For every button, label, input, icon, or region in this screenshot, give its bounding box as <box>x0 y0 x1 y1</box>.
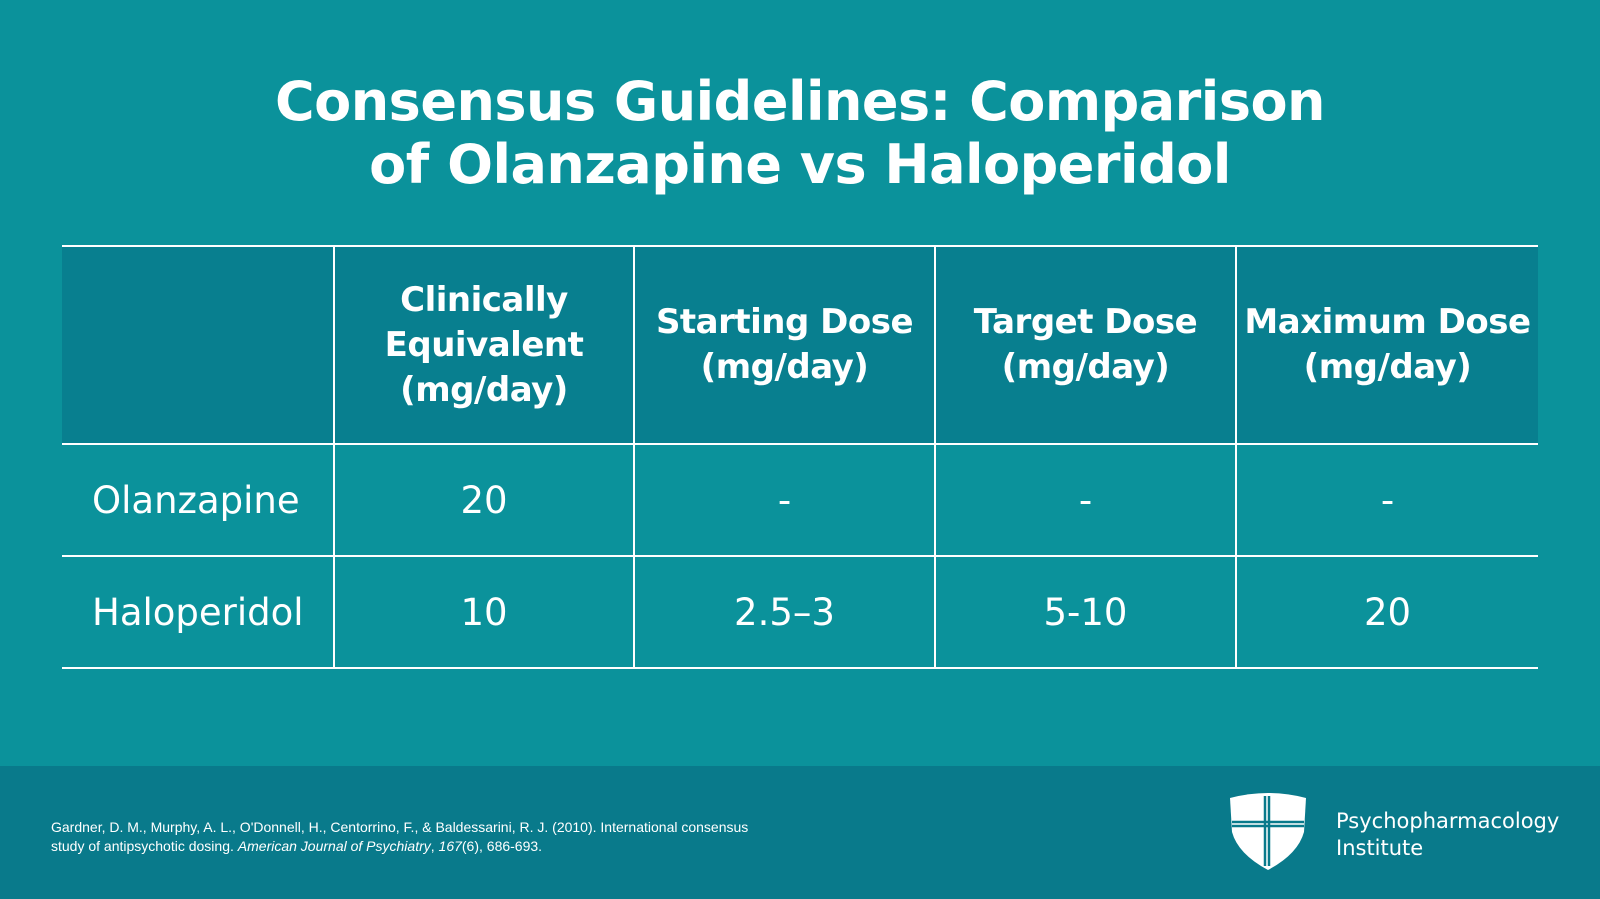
cell: 20 <box>1235 555 1538 669</box>
footer: Gardner, D. M., Murphy, A. L., O'Donnell… <box>0 766 1600 899</box>
logo-line: Institute <box>1336 836 1424 860</box>
table-row: Haloperidol 10 2.5–3 5-10 20 <box>62 555 1538 669</box>
cell: - <box>633 443 936 557</box>
header-cell: Target Dose (mg/day) <box>934 245 1237 445</box>
header-line: Equivalent <box>384 324 584 365</box>
citation-part: American Journal of Psychiatry <box>237 838 431 854</box>
cell: 5-10 <box>934 555 1237 669</box>
cell: 10 <box>333 555 635 669</box>
title: Consensus Guidelines: Comparison of Olan… <box>0 70 1600 196</box>
table-body: Olanzapine 20- - - Haloperidol 10 2.5–3 5-10 20 <box>62 443 1538 669</box>
title-line: Consensus Guidelines: Comparison <box>275 70 1326 133</box>
header-cell <box>62 245 335 445</box>
logo-shield <box>1230 793 1306 870</box>
header-line: Clinically <box>400 279 568 320</box>
header-row: Clinically Equivalent (mg/day) Starting Dos… <box>62 245 1538 445</box>
cell: - <box>934 443 1237 557</box>
header-line: Maximum Dose <box>1244 302 1531 342</box>
logo-line: Psychopharmacology <box>1336 809 1560 833</box>
citation-part: (6), 686-693. <box>461 838 543 854</box>
header-cell: Starting Dose (mg/day) <box>633 245 936 445</box>
row-label: Haloperidol <box>62 555 335 669</box>
header-line: (mg/day) <box>1001 347 1170 387</box>
header-cell: Clinically Equivalent (mg/day) <box>333 245 635 445</box>
cell: 2.5–3 <box>633 555 936 669</box>
citation-part: Gardner, D. M., Murphy, A. L., O'Donnell… <box>51 819 749 854</box>
header-line: (mg/day) <box>700 347 869 387</box>
citation: Gardner, D. M., Murphy, A. L., O'Donnell… <box>51 818 771 856</box>
cell: - <box>1235 443 1538 557</box>
citation-part: 167 <box>438 838 462 854</box>
header-line: (mg/day) <box>1303 347 1472 387</box>
cell: 20 <box>333 443 635 557</box>
header-cell: Maximum Dose (mg/day) <box>1235 245 1538 445</box>
title-line: of Olanzapine vs Haloperidol <box>369 133 1231 196</box>
header-line: Target Dose <box>973 302 1198 342</box>
header-line: (mg/day) <box>400 369 568 410</box>
table-row: Olanzapine 20- - - <box>62 443 1538 557</box>
citation-part: , <box>430 838 439 854</box>
logo-text: Psychopharmacology Institute <box>1336 808 1559 862</box>
header-line: Starting Dose <box>655 302 914 342</box>
dose-table: Clinically Equivalent (mg/day) Starting Dos… <box>62 245 1538 669</box>
row-label: Olanzapine <box>62 443 335 557</box>
